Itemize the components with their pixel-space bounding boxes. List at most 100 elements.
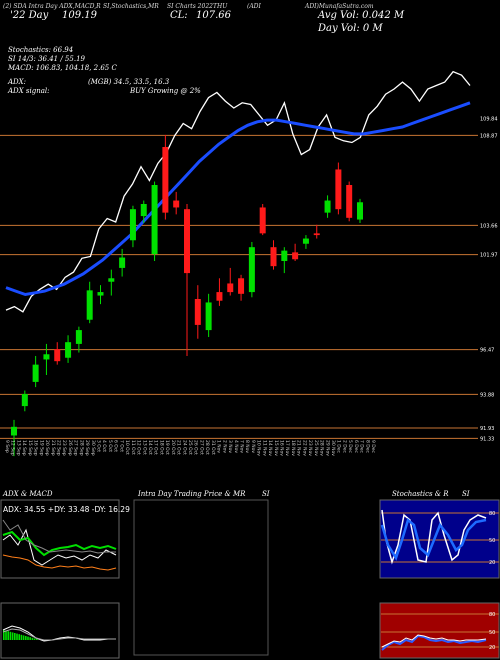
macd-histogram-bar [29,637,31,640]
date-tick-label: 3 Nov [227,440,233,453]
date-tick-label: 28 Nov [319,440,325,456]
date-tick-label: 23 Sep [61,440,67,456]
adx-signal-label: ADX signal: [8,87,50,95]
moving-average-line [5,101,471,297]
macd-histogram-bar [11,632,14,640]
rsi-level-20: 20 [489,645,495,651]
date-tick-label: 16 Sep [33,440,39,456]
date-tick-label: 17 Nov [284,440,290,456]
macd-histogram-bar [7,631,9,640]
date-tick-label: 5 Oct [107,440,113,452]
adx-panel-readout: ADX: 34.55 +DY: 33.48 -DY: 16.29 [3,505,130,514]
price-level-label: 109.84 [480,117,498,123]
adx-signal-value: BUY Growing @ 2% [130,87,201,95]
adx-panel-frame [0,499,120,579]
intraday-panel-frame [133,499,269,656]
date-tick-label: 10 Oct [124,440,130,455]
date-tick-label: 4 Oct [101,440,107,452]
macd-histogram-bar [5,630,7,640]
date-tick-label: 5 Dec [347,440,353,454]
price-level-label: 103.66 [480,223,498,229]
date-tick-label: 21 Sep [50,440,56,456]
candle-body [205,302,212,331]
adx-plus-di-line [2,530,117,557]
date-tick-label: 17 Oct [153,440,159,455]
rsi-level-50: 50 [489,630,495,636]
stoch-level-80: 80 [489,511,495,517]
date-tick-label: 3 Oct [96,440,102,452]
candle-body [32,364,39,382]
macd-histogram-bar [31,637,34,640]
date-tick-label: 14 Nov [267,440,273,456]
stoch-panel-title: Stochastics & R [392,490,449,498]
macd-histogram-bar [36,639,38,640]
adx-white-line [2,528,117,566]
macd-histogram-bar [14,633,16,640]
candle-body [302,238,309,244]
candle-body [346,185,353,218]
day-range-label: '22 Day [10,10,49,21]
candle-body [97,292,104,296]
date-tick-label: 23 Nov [307,440,313,456]
date-tick-label: 11 Nov [261,440,267,456]
date-tick-label: 26 Oct [193,440,199,455]
date-tick-label: 6 Oct [113,440,119,452]
date-tick-label: 27 Sep [73,440,79,456]
candle-body [324,200,331,213]
date-tick-label: 26 Sep [67,440,73,456]
candle-body [108,278,115,282]
candle-body [11,426,17,436]
date-tick-label: 30 Nov [330,440,336,456]
date-tick-label: 6 Dec [353,440,359,454]
date-tick-label: 19 Oct [164,440,170,455]
stoch-d-line [380,517,487,561]
date-tick-label: 18 Nov [290,440,296,456]
date-tick-label: 22 Sep [56,440,62,456]
candle-body [119,257,126,268]
adx-label: ADX: [8,78,27,86]
date-tick-label: 25 Nov [313,440,319,456]
candle-body [216,292,223,301]
candle-body [129,209,136,241]
day-volume: Day Vol: 0 M [318,23,383,34]
adx-panel-title: ADX & MACD [3,490,53,498]
date-tick-label: 8 Dec [364,440,370,454]
price-chart: 109.84 108.87 103.66 101.97 96.47 93.88 91.93 9… [0,70,498,456]
date-tick-label: 12 Sep [10,440,16,456]
header-title-mid: SI,Stochastics,MR [103,3,159,10]
candle-body [259,207,266,234]
candle-body [184,209,190,274]
candle-body [335,169,342,210]
price-level-lines: 109.84 108.87 103.66 101.97 96.47 93.88 91.93 9… [0,117,498,442]
candle-body [162,147,169,213]
price-level-label: 91.33 [480,436,494,442]
rsi-line [381,634,487,651]
date-tick-label: 9 Dec [370,440,376,454]
price-close-line [5,70,471,313]
price-level-label: 96.47 [480,348,494,354]
close-label: CL: [170,10,188,21]
candle-body [86,290,93,320]
header-title-left: (2) SDA Intra Day ADX,MACD,R [3,3,101,10]
candle-body [43,354,50,360]
price-trend-lines [5,70,471,313]
stoch-panel-frame [379,499,500,579]
stochastics-readout: Stochastics: 66.94 [8,46,74,54]
header-title-right: SI Charts 2022THU [167,3,228,10]
date-tick-label: 29 Nov [324,440,330,456]
date-tick-label: 2 Nov [221,440,227,453]
date-tick-label: 7 Dec [359,440,365,454]
stoch-panel-si: SI [462,490,470,498]
date-tick-label: 15 Nov [273,440,279,456]
macd-histogram-bar [22,635,25,640]
stoch-level-20: 20 [489,560,495,566]
date-tick-label: 14 Oct [147,440,153,455]
date-tick-label: 30 Sep [90,440,96,456]
date-tick-label: 28 Sep [78,440,84,456]
date-tick-label: 22 Nov [301,440,307,456]
macd-histogram-bar [33,638,36,640]
price-level-label: 91.93 [480,426,494,432]
macd-histogram-bar [9,631,12,640]
date-tick-label: 21 Oct [176,440,182,455]
candle-body [151,185,158,255]
